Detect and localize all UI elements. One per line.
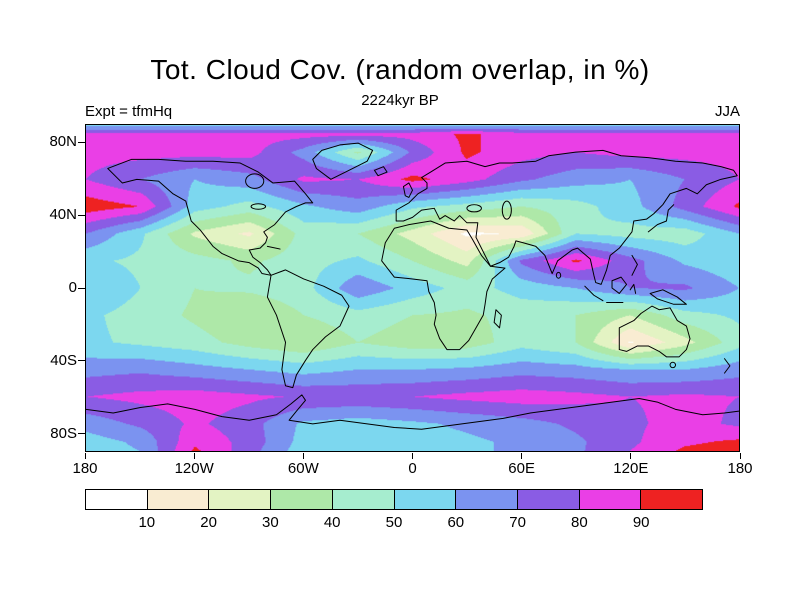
- map-frame: [85, 124, 740, 452]
- lat-tick-mark: [78, 360, 85, 362]
- lat-tick-label: 80N: [49, 133, 77, 151]
- lat-tick-label: 80S: [50, 424, 77, 442]
- lon-tick-label: 180: [727, 460, 753, 477]
- lat-tick-label: 40S: [50, 351, 77, 369]
- cuba-coast: [266, 245, 281, 250]
- lon-tick-mark: [193, 453, 195, 459]
- colorbar-label: 50: [385, 514, 403, 531]
- hudson-bay-coast: [245, 173, 265, 189]
- lat-tick-mark: [78, 214, 85, 216]
- lat-tick-mark: [78, 287, 85, 289]
- north-america-coast: [107, 158, 314, 276]
- sumatra-coast: [584, 285, 604, 302]
- sri-lanka-coast: [555, 271, 562, 279]
- colorbar-cell: [517, 490, 580, 509]
- lon-tick-label: 180: [72, 460, 98, 477]
- colorbar-label: 80: [571, 514, 588, 531]
- colorbar-cell: [271, 490, 333, 509]
- lon-tick-mark: [739, 453, 741, 459]
- madagascar-coast: [493, 309, 502, 329]
- plot-subtitle: 2224kyr BP: [361, 92, 439, 109]
- black-sea: [466, 204, 482, 213]
- british-isles-coast: [402, 182, 413, 198]
- new-guinea-coast: [649, 289, 687, 305]
- tasmania-coast: [669, 361, 677, 369]
- sulawesi-coast: [629, 283, 637, 294]
- lat-tick-mark: [78, 433, 85, 435]
- experiment-label: Expt = tfmHq: [85, 103, 173, 120]
- plot-title: Tot. Cloud Cov. (random overlap, in %): [150, 54, 650, 85]
- new-zealand-coast: [723, 358, 731, 374]
- colorbar-label: 40: [323, 514, 341, 531]
- colorbar-cell: [332, 490, 395, 509]
- lat-tick-label: 0: [68, 279, 77, 296]
- coastlines-overlay: [86, 142, 739, 430]
- colorbar-label: 70: [509, 514, 526, 531]
- africa-coast: [381, 220, 506, 351]
- lon-tick-label: 120W: [174, 460, 214, 477]
- greenland-coast: [312, 142, 374, 180]
- antarctica-coast: [86, 394, 739, 430]
- lon-tick-mark: [630, 453, 632, 459]
- lon-tick-mark: [521, 453, 523, 459]
- japan-coast: [647, 204, 675, 233]
- australia-coast: [618, 305, 691, 358]
- lon-tick-mark: [412, 453, 413, 459]
- colorbar-cell: [641, 490, 703, 509]
- philippines-coast: [631, 254, 638, 276]
- iceland-coast: [373, 166, 388, 177]
- lat-tick-label: 40N: [49, 206, 77, 224]
- eurasia-coast: [395, 149, 738, 285]
- colorbar-label: 30: [262, 514, 279, 531]
- colorbar-cell: [209, 490, 272, 509]
- colorbar-label: 20: [200, 514, 217, 531]
- colorbar-cell: [456, 490, 518, 509]
- colorbar-cell: [86, 490, 148, 509]
- caspian-sea: [501, 200, 512, 220]
- lon-tick-label: 60E: [508, 460, 535, 477]
- season-label: JJA: [714, 103, 740, 120]
- colorbar-label: 60: [447, 514, 465, 531]
- colorbar-cell: [147, 490, 210, 509]
- lat-tick-mark: [78, 141, 85, 143]
- borneo-coast: [611, 276, 628, 294]
- great-lakes: [250, 203, 267, 210]
- lon-tick-mark: [84, 453, 86, 459]
- lon-tick-label: 0: [408, 460, 417, 477]
- colorbar-label: 10: [138, 514, 156, 531]
- lon-tick-mark: [302, 453, 304, 459]
- colorbar: [85, 489, 703, 510]
- lon-tick-label: 60W: [287, 460, 319, 477]
- south-america-coast: [266, 269, 350, 389]
- colorbar-cell: [394, 490, 457, 509]
- lon-tick-label: 120E: [613, 460, 649, 477]
- colorbar-cell: [579, 490, 642, 509]
- colorbar-label: 90: [632, 514, 650, 531]
- cloud-cover-field-canvas: [86, 125, 739, 451]
